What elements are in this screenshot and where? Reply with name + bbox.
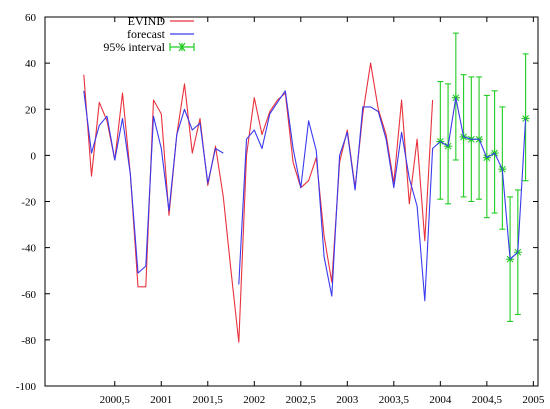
plot-area: [44, 16, 539, 387]
legend: EVIND forecast 95% interval: [103, 14, 195, 54]
legend-label-evind: EVIND: [128, 14, 166, 28]
y-tick-label: 0: [31, 150, 37, 162]
interval-point: [521, 114, 530, 123]
y-tick-label: 40: [25, 58, 37, 70]
y-tick-label: 20: [25, 104, 37, 116]
y-tick-label: -80: [21, 335, 36, 347]
series-layer: [83, 32, 530, 343]
x-tick-label: 2003,5: [379, 394, 410, 406]
y-tick-label: -60: [21, 289, 36, 301]
y-tick-label: 60: [25, 12, 37, 24]
y-tick-label: -20: [21, 197, 36, 209]
legend-swatch-interval: [169, 42, 195, 52]
x-tick-label: 2000,5: [100, 394, 131, 406]
x-tick-label: 2001,5: [193, 394, 224, 406]
y-tick-label: -100: [16, 381, 37, 393]
x-tick-label: 2005: [522, 394, 545, 406]
x-tick-label: 2004,5: [472, 394, 503, 406]
series-line-evind: [83, 62, 434, 343]
series-line-forecast: [83, 90, 527, 302]
x-tick-label: 2003: [336, 394, 359, 406]
x-tick-label: 2004: [429, 394, 452, 406]
x-tick-label: 2002,5: [286, 394, 317, 406]
x-tick-label: 2001: [150, 394, 172, 406]
axes: -100 -80 -60 -40 -20 0 20 40 60 2000,5 2001 2001,5 2…: [16, 12, 545, 406]
x-tick-label: 2002: [243, 394, 265, 406]
y-tick-label: -40: [21, 243, 36, 255]
legend-label-interval: 95% interval: [103, 40, 165, 54]
legend-label-forecast: forecast: [127, 27, 166, 41]
